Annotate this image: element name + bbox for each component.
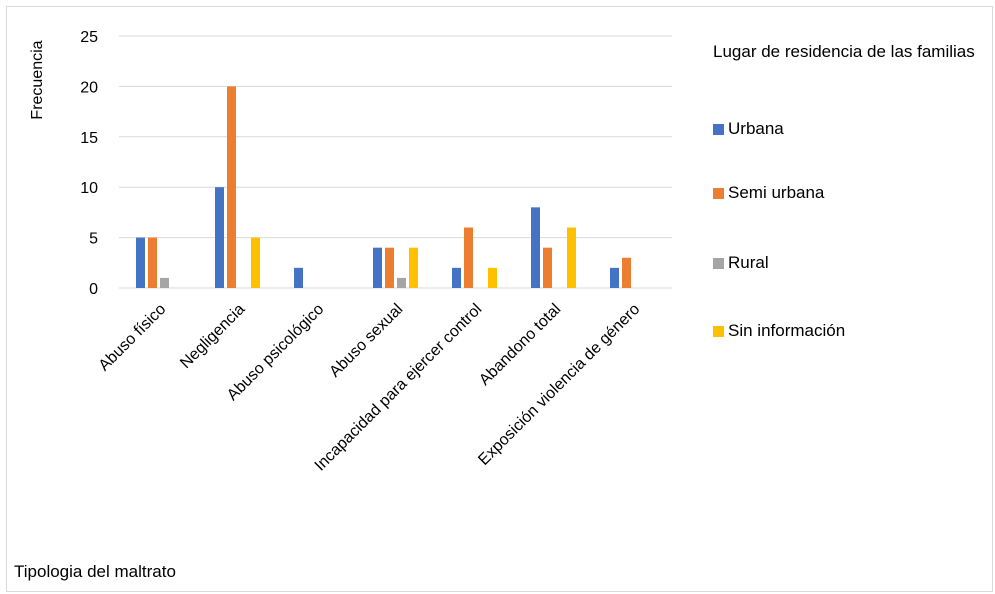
y-tick-label: 10: [80, 180, 98, 197]
y-axis-ticks: 0 5 10 15 20 25: [80, 29, 98, 298]
bar: [136, 237, 145, 288]
y-tick-label: 25: [80, 29, 98, 46]
legend-label: Rural: [728, 253, 769, 272]
legend-swatch: [713, 325, 724, 337]
bar: [397, 277, 406, 288]
legend-item: Rural: [713, 253, 769, 273]
bar: [464, 227, 473, 288]
legend-swatch: [713, 187, 724, 199]
bar: [373, 247, 382, 288]
bar: [452, 267, 461, 288]
y-tick-label: 20: [80, 79, 98, 96]
legend-label: Urbana: [728, 119, 784, 138]
legend-title: Lugar de residencia de las familias: [713, 42, 975, 61]
bar: [251, 237, 260, 288]
x-axis-title: Tipologia del maltrato: [14, 562, 176, 581]
bar: [622, 257, 631, 288]
bar: [567, 227, 576, 288]
bar: [385, 247, 394, 288]
chart-frame: [6, 6, 993, 592]
bars: [136, 86, 631, 289]
legend-item: Semi urbana: [713, 183, 824, 203]
x-tick-label: Abuso sexual: [326, 301, 406, 381]
bar: [227, 86, 236, 289]
bar: [148, 237, 157, 288]
y-axis-title: Frecuencia: [29, 40, 46, 119]
y-tick-label: 5: [89, 231, 98, 248]
bar: [409, 247, 418, 288]
bar: [610, 267, 619, 288]
bar: [160, 277, 169, 288]
x-tick-label: Negligencia: [177, 301, 248, 372]
y-tick-label: 0: [89, 281, 98, 298]
legend-label: Semi urbana: [728, 183, 825, 202]
legend: Lugar de residencia de las familias Urba…: [713, 40, 983, 340]
gridlines: [119, 35, 672, 289]
x-tick-label: Exposición violencia de género: [475, 301, 643, 469]
bar: [488, 267, 497, 288]
legend-item: Urbana: [713, 119, 784, 139]
bar: [531, 207, 540, 288]
bar: [294, 267, 303, 288]
bar: [543, 247, 552, 288]
x-tick-label: Incapacidad para ejercer control: [312, 301, 486, 475]
legend-item: Sin información: [713, 321, 845, 341]
y-tick-label: 15: [80, 130, 98, 147]
bar: [215, 187, 224, 288]
x-tick-label: Abuso físico: [96, 301, 170, 375]
legend-swatch: [713, 257, 724, 269]
legend-label: Sin información: [728, 321, 846, 340]
x-tick-label: Abandono total: [476, 301, 564, 389]
legend-swatch: [713, 123, 724, 135]
